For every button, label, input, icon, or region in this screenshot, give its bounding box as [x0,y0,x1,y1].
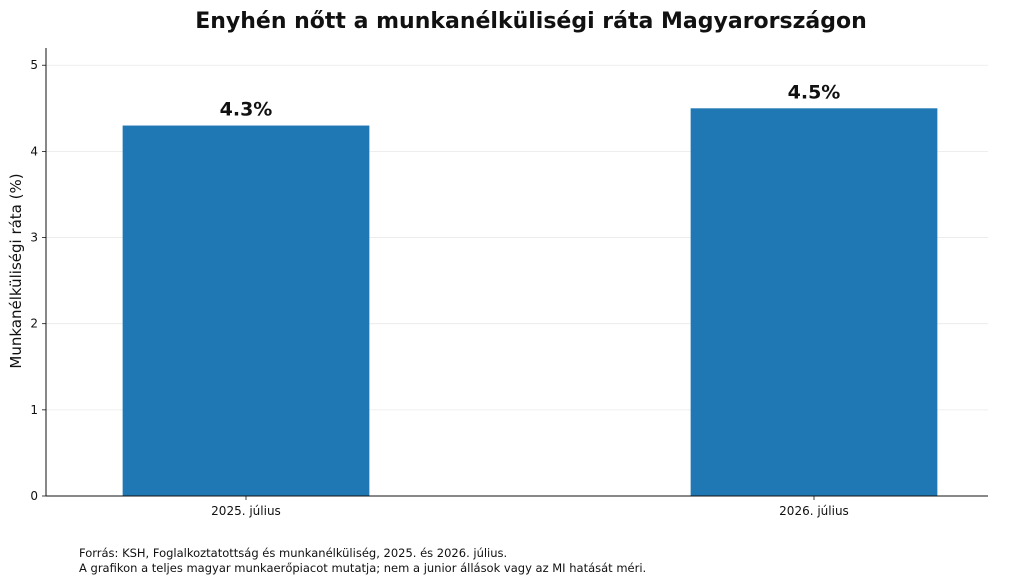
footnote-note: A grafikon a teljes magyar munkaerőpiaco… [79,561,647,575]
y-tick-label: 3 [30,231,38,245]
footnote: Forrás: KSH, Foglalkoztatottság és munka… [79,546,646,576]
x-tick-label: 2026. július [779,504,849,518]
y-tick-label: 4 [30,144,38,158]
data-labels: 4.3% 4.5% [220,81,841,120]
x-tick-label: 2025. július [211,504,281,518]
bar [122,125,370,497]
bars [122,108,938,497]
y-tick-label: 2 [30,317,38,331]
axes [42,48,988,500]
y-tick-label: 0 [30,489,38,503]
y-tick-label: 5 [30,58,38,72]
footnote-source: Forrás: KSH, Foglalkoztatottság és munka… [79,546,508,560]
data-label: 4.5% [788,81,841,103]
bar [690,108,938,497]
data-label: 4.3% [220,99,273,121]
chart-title: Enyhén nőtt a munkanélküliségi ráta Magy… [195,9,867,34]
tick-labels: 0 1 2 3 4 5 2025. július 2026. július [30,58,848,518]
y-tick-label: 1 [30,403,38,417]
y-axis-label: Munkanélküliségi ráta (%) [7,173,25,368]
